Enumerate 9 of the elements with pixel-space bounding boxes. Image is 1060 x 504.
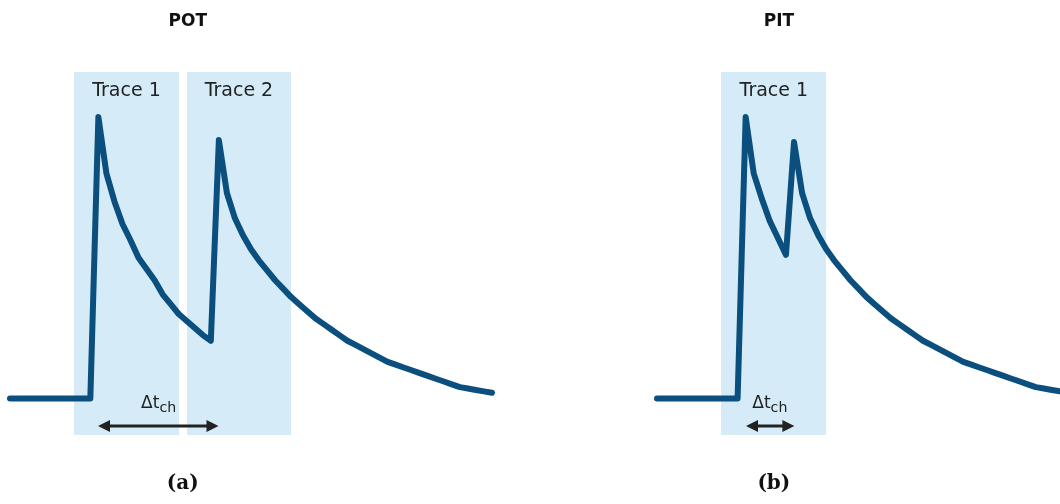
text: Trace 2 (204, 78, 274, 100)
annotation: Δt$_{ch}$ (141, 392, 177, 416)
chart-title: POT (168, 9, 208, 30)
text: Trace 1 (92, 78, 161, 100)
text: (a) (166, 470, 199, 494)
annotation: Δt$_{ch}$ (752, 392, 788, 416)
text: Trace 1 (739, 78, 809, 100)
text: (b) (757, 470, 791, 494)
chart-title: PIT (763, 9, 795, 30)
